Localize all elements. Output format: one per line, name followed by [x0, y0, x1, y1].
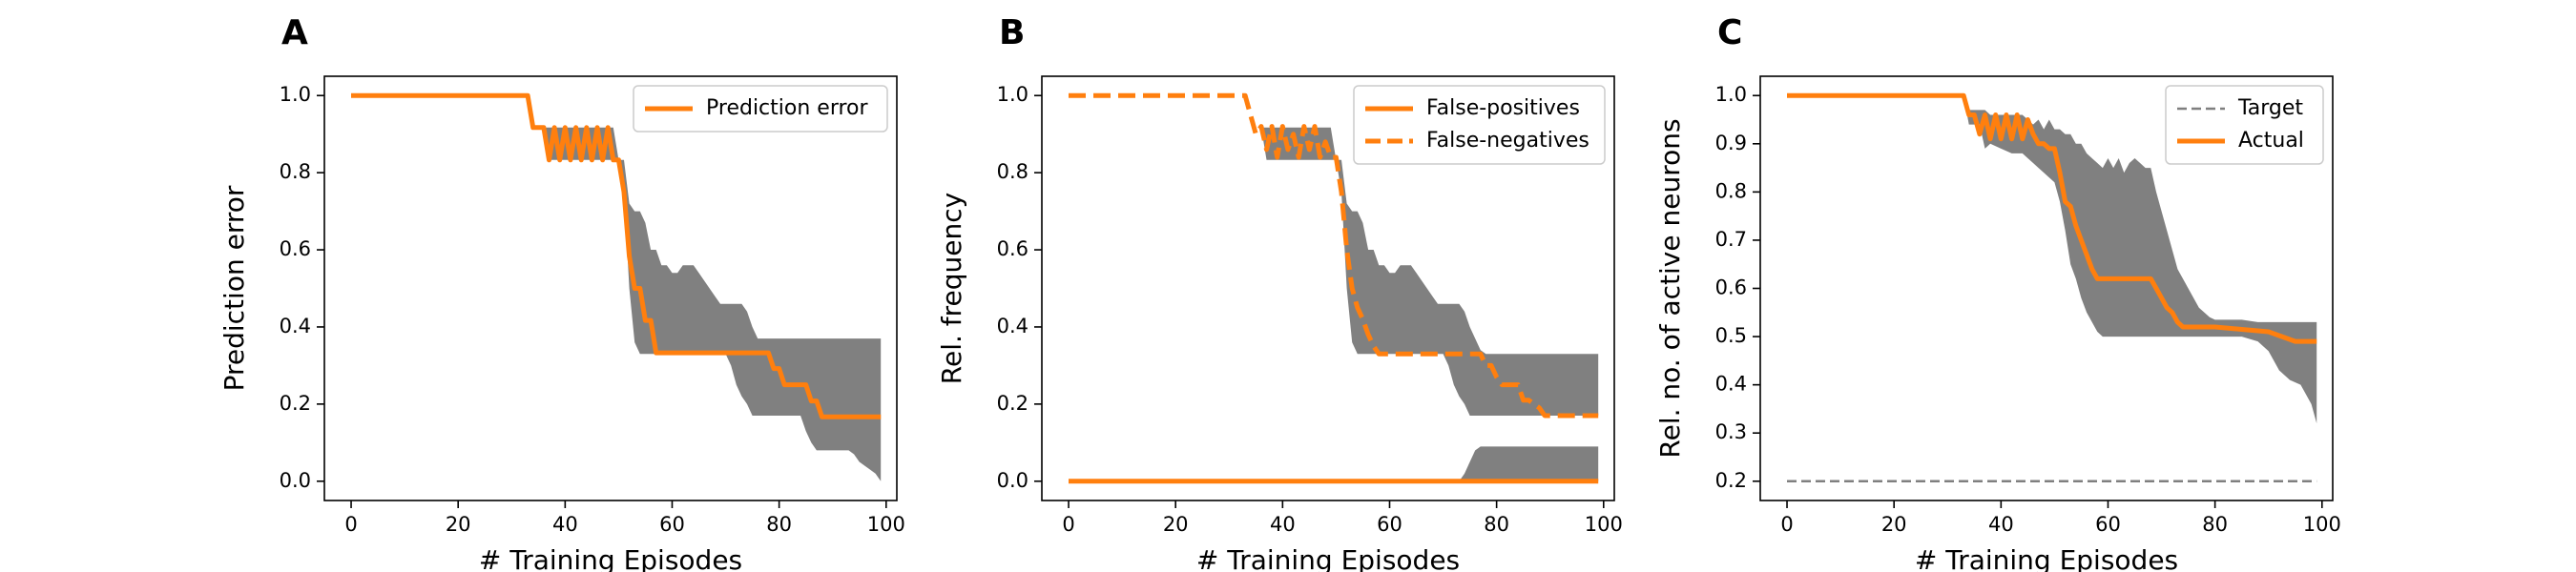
series-line-actual [1787, 92, 2317, 344]
y-tick-label: 0.8 [280, 160, 311, 183]
x-tick-label: 60 [659, 513, 685, 536]
y-tick-label: 1.0 [1715, 83, 1747, 106]
y-axis-label: Rel. no. of active neurons [1654, 118, 1686, 458]
axes-frame [323, 75, 898, 501]
x-axis-label: # Training Episodes [1915, 544, 2178, 572]
y-axis-label: Rel. frequency [936, 193, 967, 384]
legend-label: False-positives [1426, 96, 1580, 120]
x-tick-label: 0 [344, 513, 357, 536]
y-tick-label: 1.0 [280, 83, 311, 106]
legend-label: Prediction error [706, 96, 868, 120]
y-tick-label: 0.0 [997, 469, 1028, 492]
x-tick-label: 0 [1062, 513, 1074, 536]
x-tick-label: 40 [552, 513, 578, 536]
x-tick-label: 100 [1585, 513, 1623, 536]
legend: Target Actual [2165, 85, 2324, 165]
x-tick-label: 60 [1377, 513, 1402, 536]
panel-letter: B [999, 13, 1025, 52]
legend-label: False-negatives [1426, 129, 1589, 153]
y-tick-label: 0.4 [1715, 373, 1747, 396]
y-tick-label: 0.8 [1715, 179, 1747, 202]
legend: Prediction error [633, 85, 888, 133]
x-tick-label: 40 [1270, 513, 1296, 536]
y-tick-label: 0.7 [1715, 228, 1747, 251]
y-tick-label: 0.8 [997, 160, 1028, 183]
y-tick-label: 0.2 [280, 392, 311, 415]
y-tick-label: 0.9 [1715, 132, 1747, 154]
panel-c: C 0 20 40 60 80 100 0.2 0.3 0.4 0.5 0.6 0.7 0.8 0.9 1.0… [1654, 13, 2341, 572]
x-tick-label: 80 [766, 513, 792, 536]
x-tick-label: 20 [1163, 513, 1189, 536]
legend-box [633, 85, 888, 133]
confidence-band [1963, 95, 2317, 424]
x-tick-label: 0 [1780, 513, 1793, 536]
legend-box [2165, 85, 2324, 165]
series-line-false-negatives [1069, 92, 1599, 419]
panel-letter: C [1717, 13, 1742, 52]
legend-box [1353, 85, 1606, 165]
series-line-prediction-error [351, 92, 882, 419]
axes-frame [1041, 75, 1615, 501]
y-tick-label: 0.6 [997, 237, 1028, 260]
y-tick-label: 1.0 [997, 83, 1028, 106]
y-tick-label: 0.2 [1715, 469, 1747, 492]
legend: False-positives False-negatives [1353, 85, 1606, 165]
y-axis-label: Prediction error [218, 185, 250, 391]
y-tick-label: 0.2 [997, 392, 1028, 415]
legend-label: Target [2237, 96, 2303, 120]
y-tick-label: 0.5 [1715, 324, 1747, 347]
panel-a: A 0 20 40 60 80 100 0.0 0.2 0.4 0.6 0.8 1.0 # Trainin… [218, 13, 905, 572]
x-tick-label: 60 [2095, 513, 2121, 536]
panel-b: B 0 20 40 60 80 100 0.0 0.2 0.4 0.6 0.8 1.0 # Trainin… [936, 13, 1623, 572]
confidence-band [1459, 446, 1599, 481]
x-axis-label: # Training Episodes [1196, 544, 1460, 572]
y-tick-label: 0.6 [1715, 276, 1747, 299]
y-tick-label: 0.4 [997, 315, 1028, 337]
x-tick-label: 40 [1988, 513, 2014, 536]
panel-letter: A [281, 13, 308, 52]
x-tick-label: 100 [867, 513, 905, 536]
y-tick-label: 0.6 [280, 237, 311, 260]
y-tick-label: 0.3 [1715, 420, 1747, 443]
y-tick-label: 0.4 [280, 315, 311, 337]
x-tick-label: 80 [1484, 513, 1509, 536]
x-axis-label: # Training Episodes [479, 544, 742, 572]
x-tick-label: 20 [446, 513, 471, 536]
x-tick-label: 80 [2202, 513, 2228, 536]
y-tick-label: 0.0 [280, 469, 311, 492]
x-tick-label: 20 [1881, 513, 1907, 536]
legend-label: Actual [2238, 129, 2304, 153]
x-tick-label: 100 [2303, 513, 2341, 536]
